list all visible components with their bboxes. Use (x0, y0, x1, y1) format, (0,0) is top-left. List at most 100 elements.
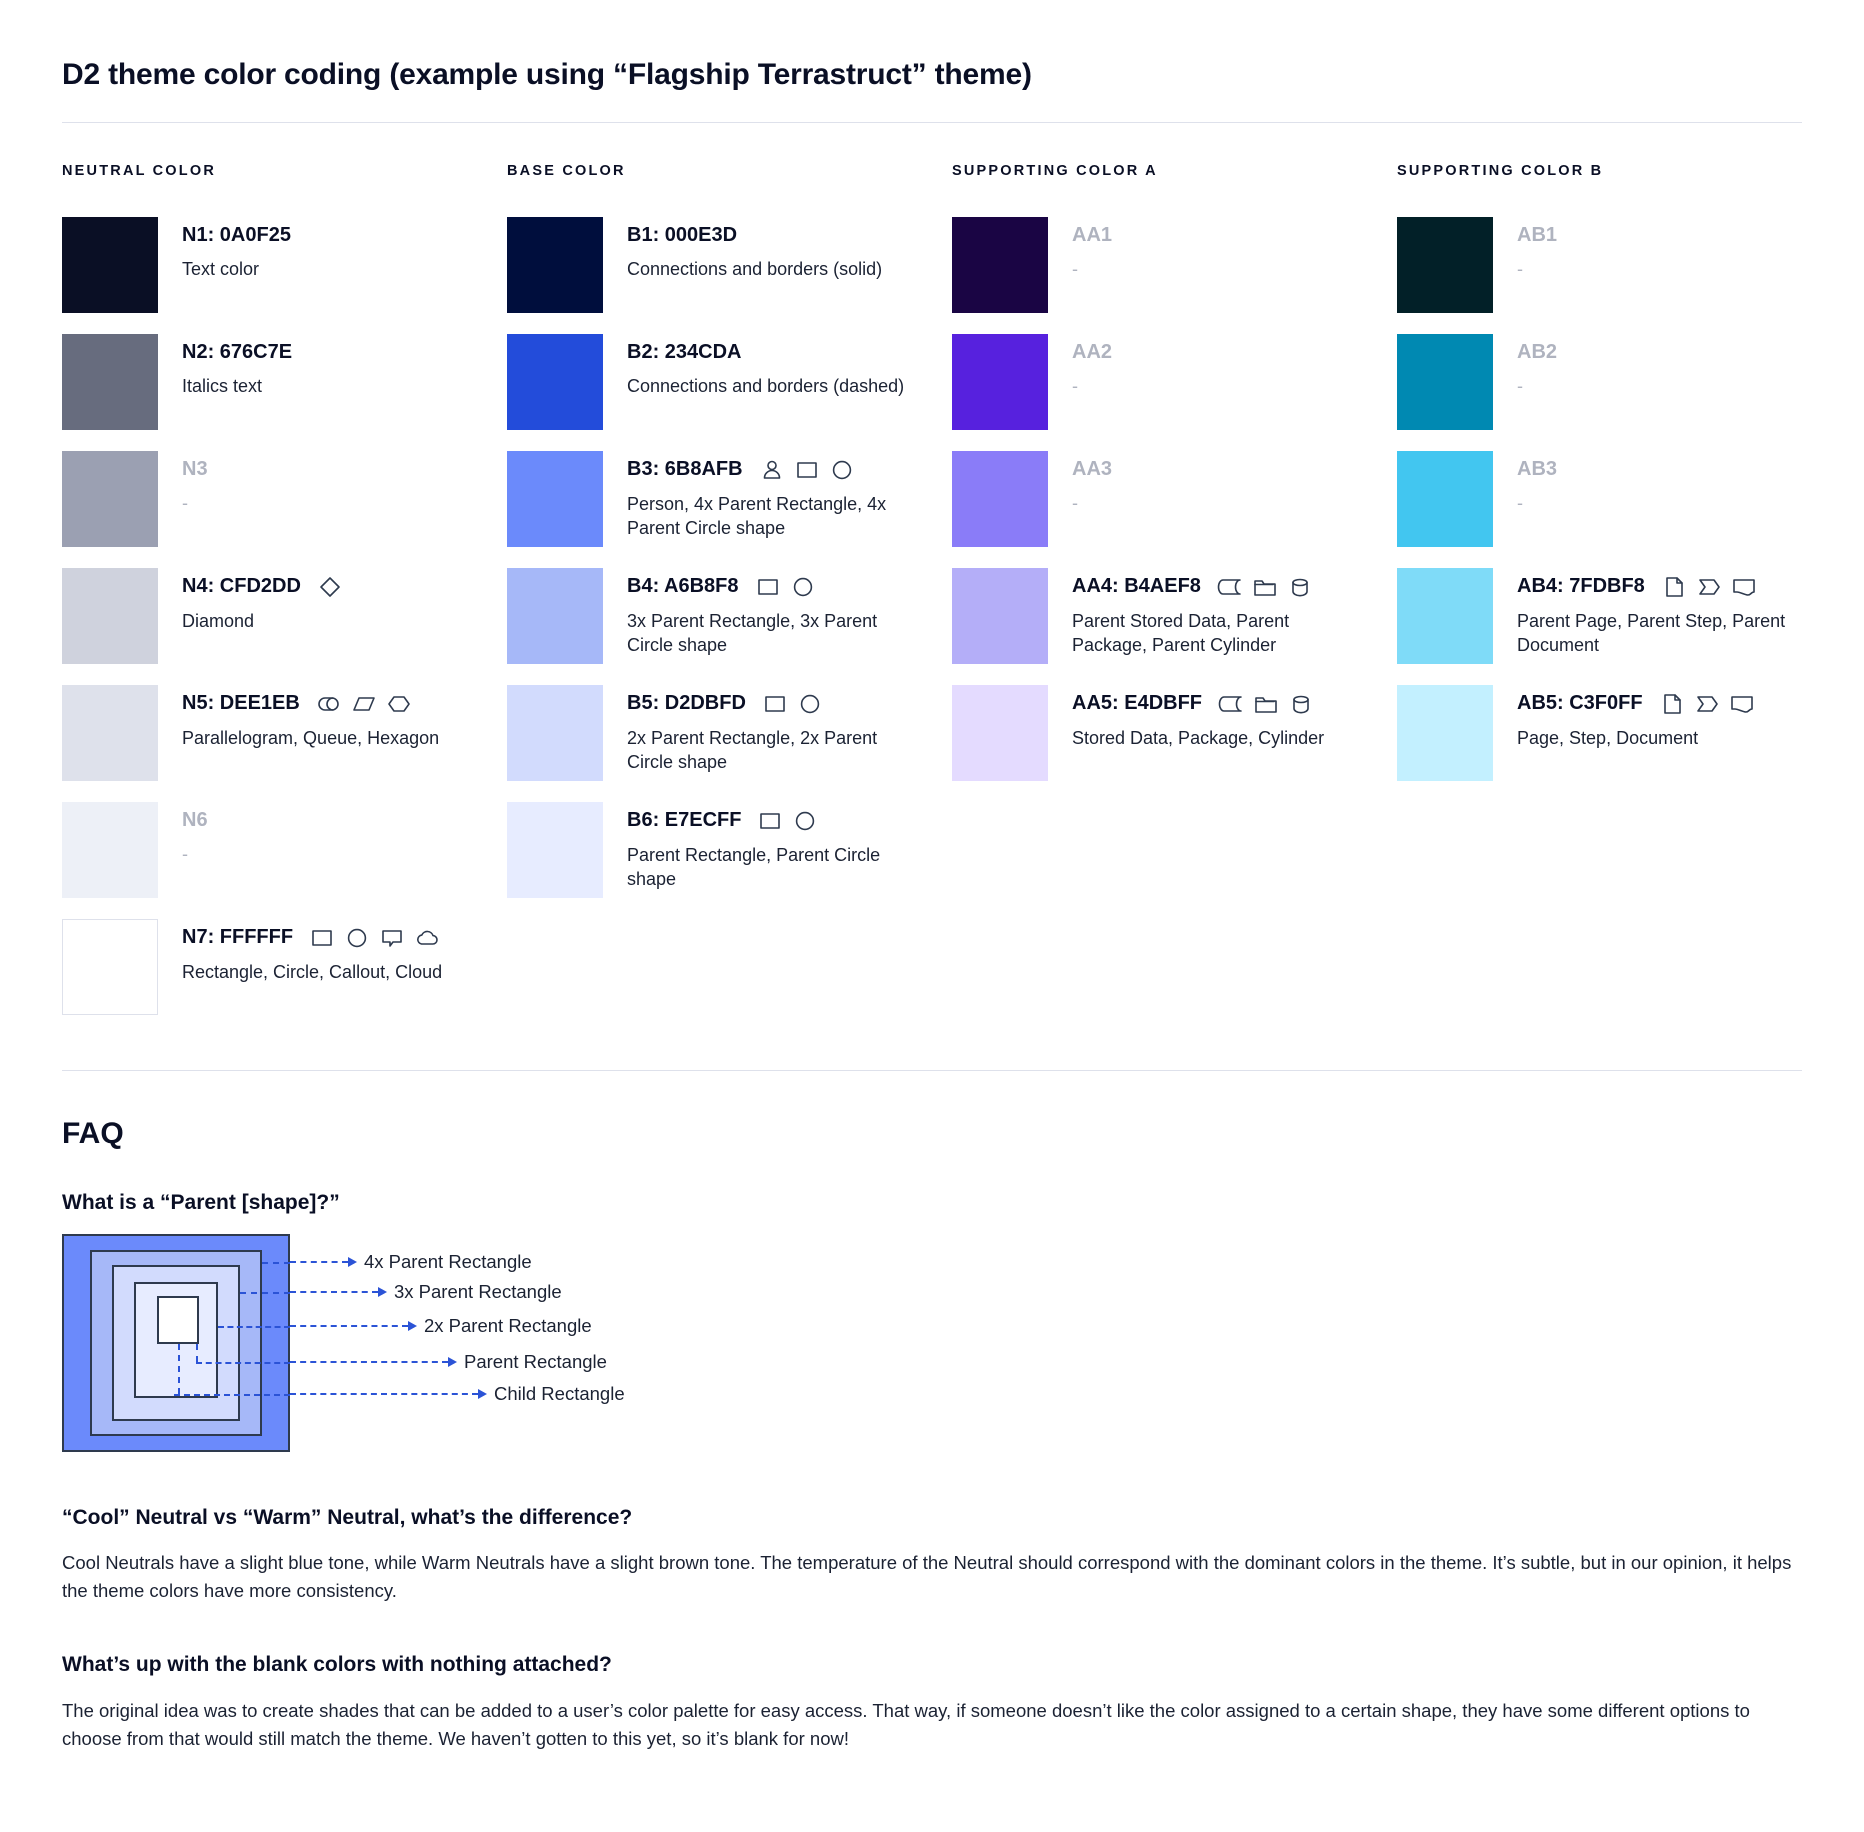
swatch-shape-icons (1659, 691, 1755, 717)
cylinder-icon (1288, 691, 1314, 717)
document-icon (1731, 574, 1757, 600)
swatch-row: B6: E7ECFF Parent Rectangle, Parent Circl… (507, 801, 952, 898)
swatch-label-row: N1: 0A0F25 (182, 223, 291, 248)
swatch-label-row: AA1 (1072, 223, 1112, 248)
swatch-description: Connections and borders (dashed) (627, 375, 905, 396)
person-icon (759, 457, 785, 483)
swatch-code: B1: 000E3D (627, 223, 738, 246)
color-swatch[interactable] (1397, 684, 1493, 781)
legend-label: 2x Parent Rectangle (424, 1314, 592, 1336)
swatch-row: B5: D2DBFD 2x Parent Rectangle, 2x Parent… (507, 684, 952, 781)
cloud-icon (414, 925, 440, 951)
swatch-info: B5: D2DBFD 2x Parent Rectangle, 2x Parent… (627, 685, 917, 776)
swatch-label-row: AA5: E4DBFF (1072, 691, 1324, 717)
legend-connector-line (290, 1324, 408, 1327)
swatch-description: Parallelogram, Queue, Hexagon (182, 727, 440, 748)
faq-answer-cool-warm: Cool Neutrals have a slight blue tone, w… (62, 1552, 1792, 1602)
color-swatch[interactable] (507, 450, 603, 547)
color-swatch[interactable] (952, 216, 1048, 313)
diagram-connector-segment (218, 1325, 290, 1328)
legend-arrow-icon (478, 1388, 487, 1399)
swatch-shape-icons (316, 691, 412, 717)
legend-arrow-icon (378, 1286, 387, 1297)
color-swatch[interactable] (1397, 333, 1493, 430)
color-swatch[interactable] (507, 333, 603, 430)
color-swatch[interactable] (1397, 216, 1493, 313)
swatch-description: Rectangle, Circle, Callout, Cloud (182, 961, 443, 982)
parent-shape-diagram: 4x Parent Rectangle 3x Parent Rectangle 2x… (62, 1233, 842, 1452)
swatch-shape-icons (1661, 574, 1757, 600)
faq-question-blank-colors: What’s up with the blank colors with not… (62, 1653, 612, 1677)
swatch-label-row: N7: FFFFFF (182, 925, 442, 951)
color-swatch[interactable] (507, 567, 603, 664)
swatch-code: AB5: C3F0FF (1517, 692, 1643, 714)
title-divider (62, 121, 1802, 123)
color-swatch[interactable] (507, 216, 603, 313)
circle-icon (790, 574, 816, 600)
swatch-label-row: N4: CFD2DD (182, 574, 343, 600)
swatch-row: N5: DEE1EB Parallelogram, Queue, Hexagon (62, 684, 507, 781)
swatch-description: 3x Parent Rectangle, 3x Parent Circle sh… (627, 610, 878, 656)
swatch-row: B1: 000E3D Connections and borders (solid… (507, 216, 952, 313)
swatch-description: - (182, 843, 188, 864)
swatch-code: N4: CFD2DD (182, 575, 301, 597)
swatch-description: Parent Rectangle, Parent Circle shape (627, 844, 881, 890)
swatch-code: N7: FFFFFF (182, 926, 294, 948)
legend-label: 3x Parent Rectangle (394, 1280, 562, 1302)
swatch-shape-icons (757, 808, 818, 834)
color-swatch[interactable] (507, 684, 603, 781)
faq-question-parent-shape: What is a “Parent [shape]?” (62, 1190, 340, 1214)
swatch-shape-icons (755, 574, 816, 600)
legend-arrow-icon (408, 1320, 417, 1331)
color-swatch[interactable] (507, 801, 603, 898)
swatch-row: N6 - (62, 801, 507, 898)
swatch-info: AA3 - (1072, 451, 1112, 516)
swatch-label-row: AB1 (1517, 223, 1557, 248)
swatch-shape-icons (1218, 691, 1314, 717)
color-swatch[interactable] (952, 567, 1048, 664)
color-swatch[interactable] (62, 801, 158, 898)
swatch-info: N5: DEE1EB Parallelogram, Queue, Hexagon (182, 685, 439, 751)
package-icon (1252, 574, 1278, 600)
legend-connector-line (290, 1392, 478, 1395)
swatch-label-row: AB2 (1517, 340, 1557, 365)
swatch-code: AA3 (1072, 457, 1113, 480)
swatch-description: - (1072, 375, 1078, 396)
swatch-description: Text color (182, 258, 260, 279)
color-swatch[interactable] (62, 333, 158, 430)
palette-divider (62, 1069, 1802, 1071)
swatch-description: - (1517, 258, 1523, 279)
swatch-code: AA2 (1072, 340, 1113, 363)
palette-column: NEUTRAL COLOR N1: 0A0F25 Text color N2: 676… (62, 163, 507, 1036)
rectangle-icon (309, 925, 335, 951)
diagram-connector-segment (196, 1361, 290, 1364)
color-swatch[interactable] (1397, 567, 1493, 664)
color-swatch[interactable] (62, 567, 158, 664)
swatch-row: N3 - (62, 450, 507, 547)
color-swatch[interactable] (62, 684, 158, 781)
diagram-connector-vertical (196, 1343, 198, 1362)
color-swatch[interactable] (1397, 450, 1493, 547)
page-title: D2 theme color coding (example using “Fl… (62, 58, 1032, 91)
swatch-code: B4: A6B8F8 (627, 575, 739, 597)
swatch-label-row: AA4: B4AEF8 (1072, 574, 1362, 600)
color-swatch[interactable] (952, 333, 1048, 430)
swatch-row: B4: A6B8F8 3x Parent Rectangle, 3x Parent… (507, 567, 952, 664)
legend-item: Child Rectangle (290, 1384, 625, 1403)
swatch-info: AB2 - (1517, 334, 1557, 399)
swatch-info: B3: 6B8AFB Person, 4x Parent Rectangle, 4… (627, 451, 917, 542)
color-swatch[interactable] (62, 216, 158, 313)
swatch-label-row: B2: 234CDA (627, 340, 904, 365)
swatch-row: N2: 676C7E Italics text (62, 333, 507, 430)
color-swatch[interactable] (952, 450, 1048, 547)
swatch-info: B4: A6B8F8 3x Parent Rectangle, 3x Parent… (627, 568, 917, 659)
swatch-info: AA5: E4DBFF Stored Data, Package, Cylinde… (1072, 685, 1324, 751)
stored-data-icon (1217, 574, 1243, 600)
rectangle-icon (755, 574, 781, 600)
legend-label: 4x Parent Rectangle (364, 1250, 532, 1272)
color-swatch[interactable] (62, 450, 158, 547)
color-swatch[interactable] (62, 918, 158, 1015)
palette-column-heading: SUPPORTING COLOR A (952, 162, 1158, 179)
swatch-label-row: N5: DEE1EB (182, 691, 439, 717)
color-swatch[interactable] (952, 684, 1048, 781)
